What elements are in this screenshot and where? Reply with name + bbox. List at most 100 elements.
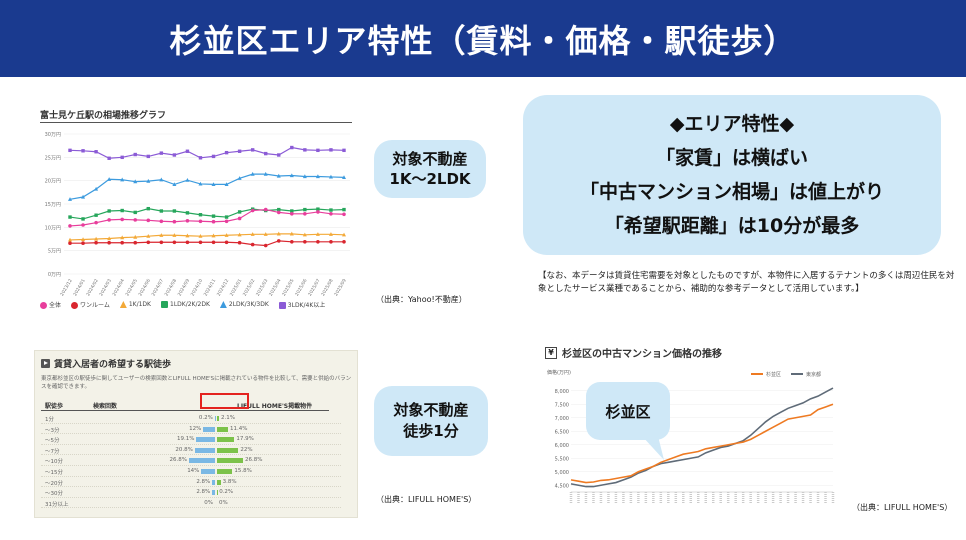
col-searches: 検索回数: [93, 403, 118, 410]
walk-row-label: 〜20分: [45, 480, 63, 487]
rent-point: [120, 235, 125, 240]
price-source: （出典：LIFULL HOME'S）: [852, 503, 953, 512]
rent-ytick: 30万円: [45, 132, 61, 138]
walk-table-row: 〜30分 2.8% 0.2%: [41, 487, 341, 498]
walk-panel-title: 賃貸入居者の希望する駅徒歩: [54, 360, 172, 370]
rent-series-line: [69, 146, 345, 159]
area-features-line1: 「家賃」は横ばい: [655, 147, 808, 169]
rent-xtick: 2024/07: [151, 278, 166, 297]
rent-point: [316, 148, 320, 153]
walk-table-row: 〜3分 12% 11.4%: [41, 424, 341, 435]
col-listings: LIFULL HOME'S掲載物件: [237, 403, 313, 410]
rent-point: [224, 215, 229, 219]
walk-row-label: 〜30分: [45, 491, 63, 498]
walk-table-row: 〜5分 19.1% 17.9%: [41, 434, 341, 445]
rent-xtick: 2024/09: [177, 278, 192, 297]
rent-point: [303, 212, 307, 216]
demand-bar: [194, 447, 215, 453]
rent-point: [290, 212, 294, 216]
rent-point: [342, 212, 346, 217]
rent-point: [263, 171, 268, 176]
rent-point: [120, 240, 124, 245]
walk-panel: 賃貸入居者の希望する駅徒歩 東京都杉並区の駅徒歩に関してユーザーの検索回数とLI…: [34, 350, 358, 518]
rent-point: [107, 177, 112, 181]
callout-tail: [642, 436, 664, 460]
rent-xtick: 2025/01: [229, 278, 244, 297]
legend-swatch-icon: [278, 302, 286, 309]
walk-row-label: 〜5分: [45, 438, 60, 445]
rent-point: [263, 243, 268, 248]
demand-bar: [212, 490, 215, 496]
rent-point: [94, 240, 98, 245]
price-chart-panel: ¥ 杉並区の中古マンション価格の推移 価格(万円) 杉並区 東京都 8,000 7,50…: [545, 342, 845, 514]
rent-point: [120, 155, 124, 160]
demand-value: 20.8%: [175, 446, 193, 453]
rent-point: [329, 208, 333, 212]
rent-point: [185, 149, 190, 153]
rent-point: [68, 148, 72, 153]
rent-point: [250, 148, 255, 152]
rent-point: [159, 240, 164, 245]
rent-point: [68, 241, 72, 245]
rent-point: [237, 176, 242, 180]
rent-point: [211, 214, 216, 218]
rent-point: [94, 236, 99, 241]
supply-value: 2.1%: [221, 415, 236, 421]
rent-xtick: 2024/05: [124, 278, 139, 297]
rent-point: [302, 232, 307, 237]
rent-point: [289, 173, 294, 178]
demand-value: 2.8%: [196, 478, 211, 485]
rent-point: [146, 206, 150, 211]
walk-row-label: 〜15分: [45, 469, 63, 476]
rent-point: [224, 240, 229, 245]
rent-point: [81, 194, 86, 199]
rent-point: [277, 207, 281, 212]
rent-point: [303, 148, 307, 152]
price-legend-label: 東京都: [806, 371, 821, 378]
rent-point: [342, 175, 346, 179]
rent-series-line: [69, 173, 345, 200]
demand-value: 0%: [204, 499, 213, 506]
rent-point: [172, 182, 177, 186]
rent-point: [302, 174, 307, 179]
rent-legend-item: 3LDK/4K以上: [278, 300, 325, 309]
bubble2-line2: 徒歩1分: [403, 422, 459, 440]
supply-bar: [217, 437, 235, 443]
highlight-box: [200, 393, 249, 409]
supply-bar: [217, 468, 233, 474]
rent-legend-item: 全体: [40, 300, 61, 309]
rent-legend-item: 1LDK/2K/2DK: [161, 301, 210, 308]
legend-swatch-icon: [219, 301, 227, 308]
rent-point: [133, 218, 138, 222]
rent-xtick: 2024/03: [98, 278, 113, 297]
supply-value: 15.8%: [234, 467, 252, 474]
rent-point: [133, 152, 137, 157]
walk-table-row: 〜10分 26.8% 26.8%: [41, 455, 341, 466]
demand-bar: [203, 426, 215, 432]
demand-bar: [196, 437, 215, 443]
legend-swatch-icon: [119, 301, 127, 308]
suginami-callout: 杉並区: [586, 382, 670, 440]
rent-point: [68, 224, 72, 228]
rent-point: [159, 151, 164, 155]
rent-point: [94, 150, 98, 154]
rent-point: [94, 186, 99, 191]
rent-point: [133, 240, 138, 245]
rent-xtick: 2024/08: [164, 278, 179, 297]
rent-point: [81, 241, 85, 245]
rent-point: [172, 153, 177, 157]
area-features-box: ◆エリア特性◆ 「家賃」は横ばい 「中古マンション相場」は値上がり 「希望駅距離…: [523, 95, 941, 255]
price-ytick: 6,000: [555, 443, 569, 449]
rent-point: [159, 233, 164, 237]
demand-value: 2.8%: [196, 489, 211, 496]
walk-row-label: 〜3分: [45, 427, 60, 434]
rent-xtick: 2025/02: [242, 278, 257, 297]
rent-point: [133, 179, 138, 184]
rent-point: [68, 197, 72, 201]
rent-point: [329, 240, 333, 244]
bubble1-line1: 対象不動産: [392, 150, 468, 168]
walk-table-head: 駅徒歩 検索回数 LIFULL HOME'S掲載物件: [41, 399, 329, 411]
target-property-bubble-2: 対象不動産 徒歩1分: [374, 386, 488, 456]
rent-point: [224, 233, 229, 237]
